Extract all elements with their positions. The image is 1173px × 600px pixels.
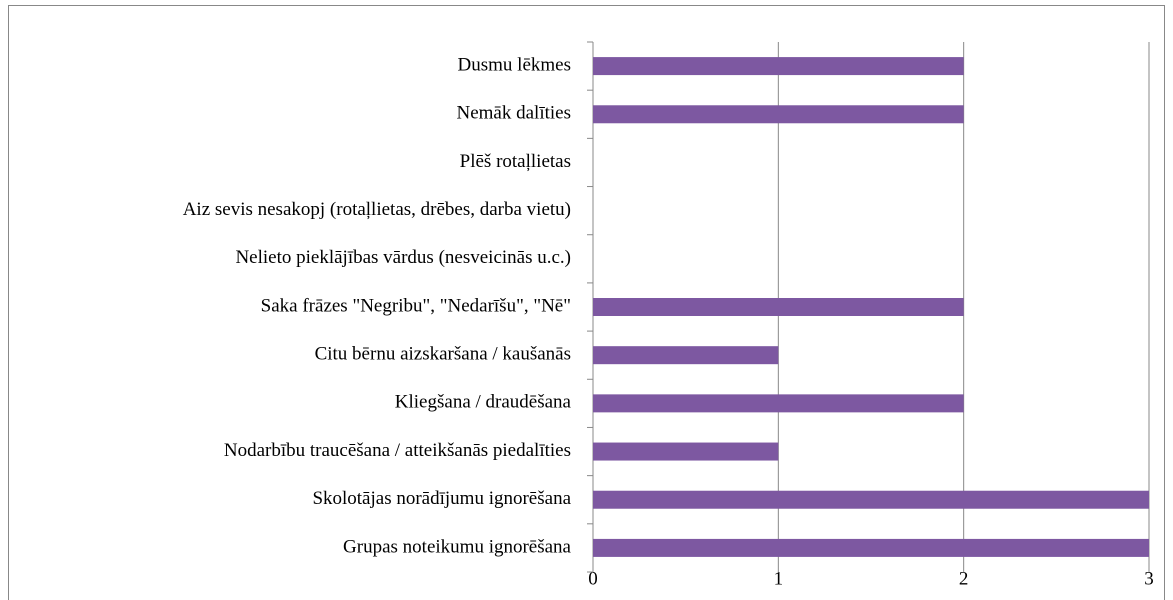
y-tick-label: Skolotājas norādījumu ignorēšana bbox=[312, 488, 571, 509]
x-tick-label: 3 bbox=[1144, 568, 1154, 589]
y-tick-label: Citu bērnu aizskaršana / kaušanās bbox=[315, 344, 571, 365]
bar bbox=[593, 394, 964, 413]
y-tick-label: Kliegšana / draudēšana bbox=[395, 392, 572, 413]
y-tick-label: Nemāk dalīties bbox=[457, 103, 572, 124]
y-tick-label: Nelieto pieklājības vārdus (nesveicinās … bbox=[235, 247, 571, 268]
bar bbox=[593, 298, 964, 316]
y-tick-label: Nodarbību traucēšana / atteikšanās pieda… bbox=[224, 440, 571, 461]
y-tick-label: Dusmu lēkmes bbox=[458, 54, 571, 75]
x-tick-label: 0 bbox=[588, 568, 598, 589]
bar bbox=[593, 105, 964, 124]
y-tick-label: Plēš rotaļlietas bbox=[460, 151, 571, 172]
bar bbox=[593, 490, 1149, 509]
bar bbox=[593, 538, 1149, 557]
bar bbox=[593, 57, 964, 76]
chart-frame bbox=[8, 5, 1165, 600]
x-tick-label: 1 bbox=[774, 568, 784, 589]
y-tick-label: Grupas noteikumu ignorēšana bbox=[343, 536, 572, 557]
bar bbox=[593, 442, 779, 461]
bar bbox=[593, 346, 779, 365]
y-tick-label: Aiz sevis nesakopj (rotaļlietas, drēbes,… bbox=[183, 199, 571, 220]
x-tick-label: 2 bbox=[959, 568, 969, 589]
y-tick-label: Saka frāzes "Negribu", "Nedarīšu", "Nē" bbox=[261, 295, 571, 316]
